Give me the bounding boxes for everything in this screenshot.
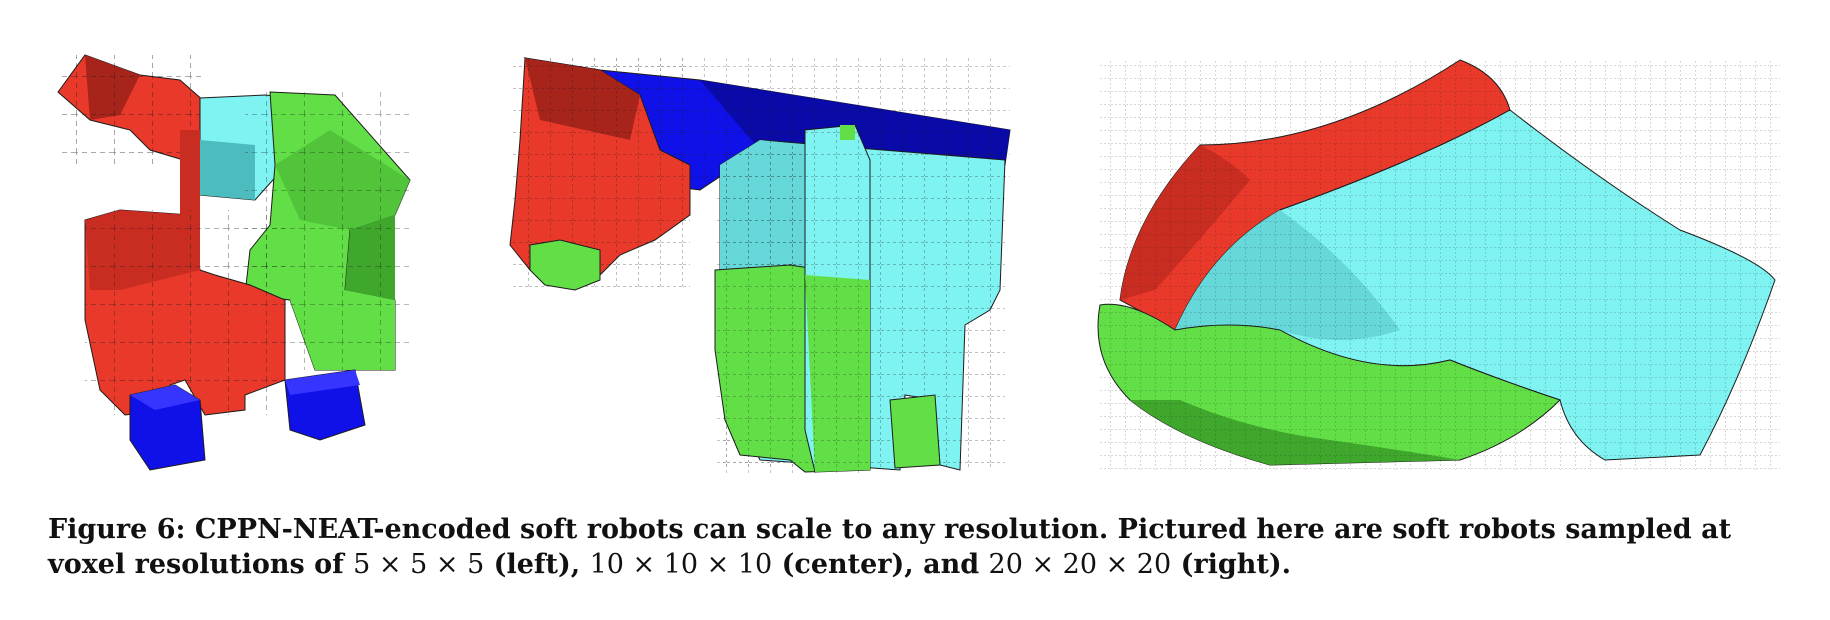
caption-center-word: (center), and bbox=[781, 549, 980, 580]
caption-label: Figure 6: bbox=[48, 514, 186, 545]
robot-right bbox=[1097, 59, 1780, 470]
figure-panels bbox=[57, 54, 1780, 475]
robot-center bbox=[509, 57, 1011, 475]
caption-right-word: (right). bbox=[1180, 549, 1291, 580]
caption-res-left: 5 × 5 × 5 bbox=[353, 549, 485, 580]
caption-sentence1: CPPN-NEAT-encoded soft robots can scale … bbox=[194, 514, 1109, 545]
caption-res-right: 20 × 20 × 20 bbox=[988, 549, 1172, 580]
caption-res-center: 10 × 10 × 10 bbox=[589, 549, 773, 580]
caption-sentence2-start: Pictured here are soft robots sampled at… bbox=[48, 514, 1732, 580]
figure-illustration bbox=[57, 54, 1780, 475]
caption-left-word: (left), bbox=[493, 549, 581, 580]
robot-left bbox=[57, 54, 411, 471]
figure-caption: Figure 6: CPPN-NEAT-encoded soft robots … bbox=[48, 512, 1788, 582]
